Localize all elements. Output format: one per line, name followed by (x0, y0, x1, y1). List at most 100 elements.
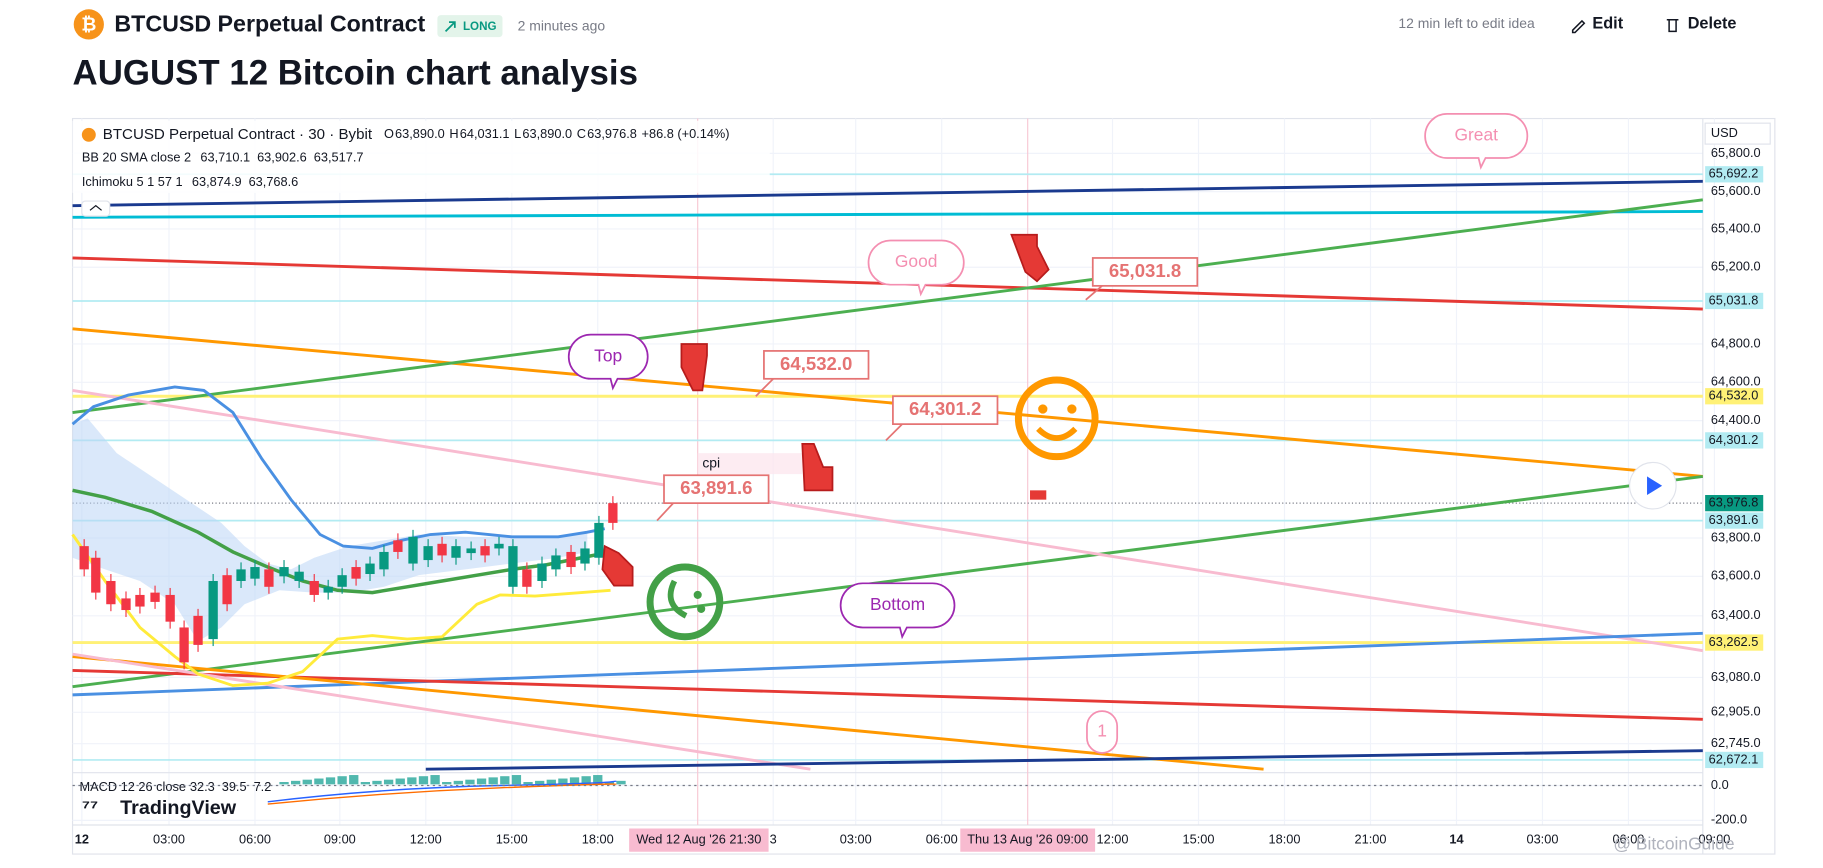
candle (494, 543, 504, 549)
candle (165, 594, 175, 622)
delete-icon (1666, 18, 1679, 33)
note-pointer (1085, 285, 1103, 301)
macd-bar (302, 779, 312, 785)
indicator-name: Ichimoku 5 1 57 1 (82, 174, 183, 189)
time-label: 14 (1449, 831, 1464, 846)
bb-upper (71, 385, 606, 550)
annotation: Bottom (870, 594, 925, 614)
candle (451, 546, 461, 558)
candle (594, 522, 604, 558)
candle (323, 586, 333, 593)
note-box (763, 350, 870, 380)
time-label: 03:00 (153, 831, 185, 846)
price-label: 64,800.0 (1711, 335, 1761, 350)
time-label: 18:00 (1269, 831, 1301, 846)
macd-bar (569, 777, 580, 785)
trend-line (72, 631, 1703, 697)
bb-basis (72, 488, 606, 595)
price-tag: 63,976.8 (1709, 495, 1759, 510)
edit-button[interactable]: Edit (1592, 15, 1623, 33)
time-label: 03:00 (840, 831, 872, 846)
price-label: 63,400.0 (1711, 607, 1761, 622)
macd-bar (430, 775, 440, 785)
candle (179, 627, 189, 663)
macd-bar (383, 779, 394, 785)
candle (423, 546, 433, 561)
time-tag-bg (629, 828, 769, 852)
trend-line (72, 210, 1703, 219)
macd: MACD 12 26 close 32.3 39.5 7.2 (72, 775, 1703, 805)
annotation: Top (594, 345, 622, 365)
price-tag-bg (1705, 166, 1764, 183)
time-label: 18:00 (582, 831, 614, 846)
macd-bar (372, 780, 382, 785)
price-tag: 65,692.2 (1709, 166, 1759, 181)
annotation: cpi (702, 454, 720, 470)
candle (193, 615, 203, 645)
candle (250, 567, 260, 579)
price-label: 65,400.0 (1711, 220, 1761, 235)
price-note: 65,031.8 (1109, 260, 1181, 281)
macd-bar (476, 778, 487, 785)
candle (566, 551, 576, 568)
currency: USD (1711, 125, 1738, 140)
candle (121, 598, 131, 611)
time-label: 03:00 (1526, 831, 1558, 846)
price-label: 64,600.0 (1711, 374, 1761, 389)
price-tag: 63,262.5 (1709, 634, 1759, 649)
hand-icon (801, 443, 834, 492)
annotation: Good (895, 251, 938, 271)
price-note: 63,891.6 (680, 477, 752, 498)
symbol[interactable]: BTCUSD Perpetual Contract (114, 11, 425, 37)
macd-bar (581, 776, 591, 785)
ichimoku-cloud (72, 418, 588, 642)
price-axis: 65,800.0 65,600.0 65,400.0 65,200.0 64,800.0… (1705, 145, 1764, 827)
candle (79, 546, 89, 570)
macd-bar (360, 782, 371, 785)
annotation: Great (1454, 125, 1498, 145)
macd-value: 39.5 (222, 779, 247, 794)
ohlc-key: C (577, 126, 586, 141)
candle (393, 540, 403, 552)
price-tag-bg (1705, 388, 1764, 405)
macd-bar (325, 777, 336, 785)
candle (522, 569, 532, 587)
currency-box[interactable] (1704, 122, 1771, 145)
collapse-button[interactable] (81, 200, 111, 217)
macd-bar (593, 775, 603, 785)
speech-bubble (567, 333, 649, 391)
candle (106, 580, 116, 605)
grid (72, 118, 1716, 826)
time-axis: 12 03:00 06:00 09:00 12:00 15:00 18:00 3 03:00 06… (75, 828, 1730, 852)
time-label: 12 (75, 831, 89, 846)
note-box (663, 474, 770, 505)
smiley-eye (1067, 404, 1077, 414)
candle (437, 543, 447, 556)
price-label: 65,800.0 (1711, 145, 1761, 160)
price-label: 64,400.0 (1711, 412, 1761, 427)
ohlc-value: 63,890.0 (395, 126, 445, 141)
speech-bubble (839, 582, 956, 640)
ohlc-key: H (449, 126, 458, 141)
hand-icon (1010, 233, 1050, 283)
candle (537, 563, 547, 581)
macd-bar (291, 780, 301, 785)
candle (279, 567, 289, 577)
trend-line (72, 198, 1703, 414)
hand-icon (680, 343, 708, 392)
price-tag: 65,031.8 (1709, 292, 1759, 307)
flag (1030, 490, 1047, 500)
price-tag: 64,532.0 (1709, 388, 1759, 403)
time-label: 06:00 (926, 831, 958, 846)
candle (551, 555, 561, 570)
time-label: 09:00 (1698, 831, 1730, 846)
delete-button[interactable]: Delete (1688, 15, 1737, 33)
indicator-name: BB 20 SMA close 2 (82, 149, 191, 164)
candle (379, 551, 389, 570)
macd-bar (279, 782, 289, 785)
price-label: 62,745.0 (1711, 735, 1761, 750)
macd-value: 32.3 (190, 779, 215, 794)
marker-bg (1086, 710, 1119, 754)
badge-arrow (444, 21, 456, 32)
